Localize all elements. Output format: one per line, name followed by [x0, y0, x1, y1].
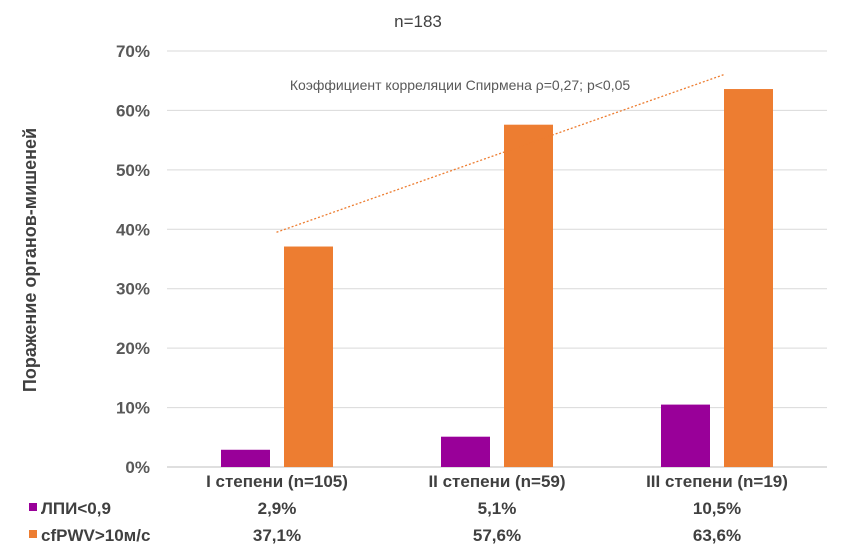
- data-table-cell: 37,1%: [253, 526, 301, 545]
- y-tick-label: 60%: [116, 101, 150, 120]
- y-tick-labels: 0% 10% 20% 30% 40% 50% 60% 70%: [116, 42, 150, 477]
- bar-cfpwv: [504, 124, 553, 467]
- bars: [221, 89, 773, 467]
- y-tick-label: 50%: [116, 161, 150, 180]
- legend-label: cfPWV>10м/с: [41, 526, 150, 545]
- x-tick-label: II степени (n=59): [428, 472, 565, 491]
- chart-subtitle: n=183: [394, 12, 442, 31]
- bar-lpi: [221, 449, 270, 467]
- bar-lpi: [661, 404, 710, 467]
- legend-label: ЛПИ<0,9: [41, 499, 111, 518]
- legend-key: [29, 530, 37, 538]
- data-table-cell: 10,5%: [693, 499, 741, 518]
- bar-lpi: [441, 436, 490, 467]
- y-tick-label: 10%: [116, 399, 150, 418]
- y-axis-label: Поражение органов-мишеней: [20, 128, 40, 392]
- trend-line: [276, 74, 724, 233]
- data-table-cell: 63,6%: [693, 526, 741, 545]
- legend-key: [29, 503, 37, 511]
- y-tick-label: 70%: [116, 42, 150, 61]
- x-tick-labels: I степени (n=105) II степени (n=59) III ст…: [206, 472, 788, 491]
- data-table-cell: 2,9%: [258, 499, 297, 518]
- data-table-cell: 57,6%: [473, 526, 521, 545]
- trendline: [276, 74, 724, 233]
- y-tick-label: 30%: [116, 280, 150, 299]
- x-tick-label: III степени (n=19): [646, 472, 788, 491]
- bar-cfpwv: [284, 246, 333, 467]
- x-tick-label: I степени (n=105): [206, 472, 348, 491]
- y-tick-label: 0%: [125, 458, 150, 477]
- data-table: ЛПИ<0,9 2,9% 5,1% 10,5% cfPWV>10м/с 37,1% 57,6…: [29, 499, 741, 545]
- y-tick-label: 20%: [116, 339, 150, 358]
- gridlines: [167, 50, 827, 468]
- data-table-cell: 5,1%: [478, 499, 517, 518]
- bar-cfpwv: [724, 89, 773, 467]
- y-tick-label: 40%: [116, 220, 150, 239]
- correlation-annotation: Коэффициент корреляции Спирмена ρ=0,27; …: [290, 77, 631, 93]
